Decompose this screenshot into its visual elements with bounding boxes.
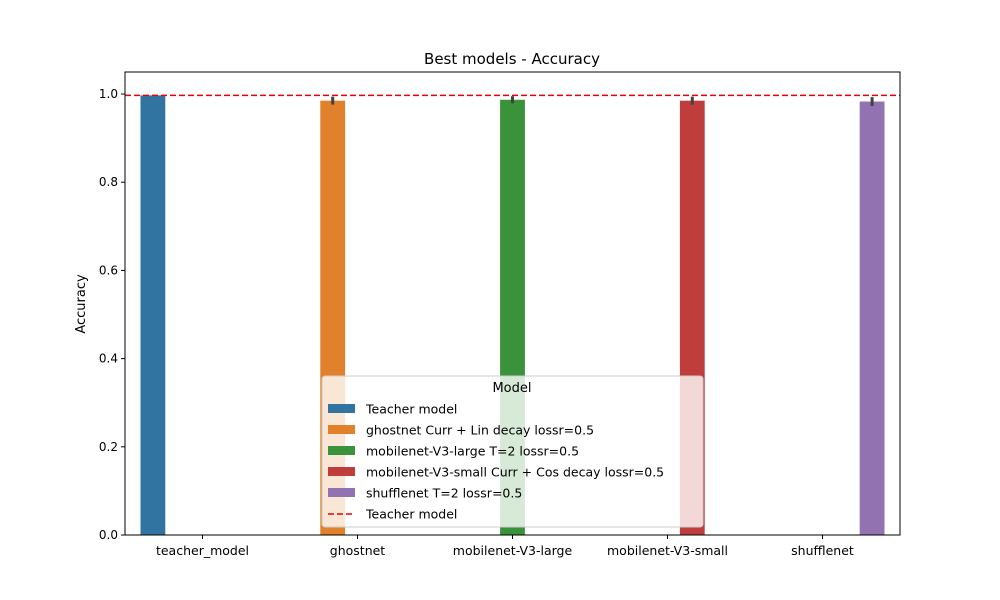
y-tick-label: 0.8: [99, 175, 118, 189]
y-tick-label: 0.2: [99, 440, 118, 454]
bar: [859, 101, 885, 535]
legend-swatch: [328, 446, 355, 455]
legend-swatch: [328, 488, 355, 497]
y-tick-label: 0.4: [99, 352, 118, 366]
x-tick-label: ghostnet: [330, 543, 386, 558]
x-axis: teacher_model ghostnet mobilenet-V3-large m…: [156, 535, 854, 558]
legend-label: shufflenet T=2 lossr=0.5: [366, 486, 522, 501]
legend-label: mobilenet-V3-small Curr + Cos decay loss…: [366, 465, 664, 480]
legend-label: Teacher model: [365, 507, 457, 522]
x-tick-label: shufflenet: [791, 543, 854, 558]
legend-title: Model: [492, 381, 531, 396]
error-bars-layer: [331, 96, 874, 106]
legend-label: Teacher model: [365, 402, 457, 417]
legend-items: Teacher model ghostnet Curr + Lin decay l…: [328, 402, 664, 522]
legend-swatch: [328, 467, 355, 476]
legend-swatch: [328, 404, 355, 413]
y-tick-label: 0.0: [99, 528, 118, 542]
y-tick-label: 1.0: [99, 87, 118, 101]
legend: Model Teacher model ghostnet Curr + Lin d…: [321, 375, 704, 528]
legend-frame: [321, 375, 704, 528]
bars-layer: [140, 95, 885, 536]
x-tick-label: mobilenet-V3-large: [453, 543, 573, 558]
y-axis-label: Accuracy: [74, 274, 89, 334]
chart-title: Best models - Accuracy: [424, 50, 600, 68]
y-axis: 0.0 0.2 0.4 0.6 0.8 1.0: [99, 87, 125, 542]
bar: [140, 95, 166, 535]
legend-swatch: [328, 425, 355, 434]
legend-label: mobilenet-V3-large T=2 lossr=0.5: [366, 444, 579, 459]
x-tick-label: mobilenet-V3-small: [607, 543, 728, 558]
y-tick-label: 0.6: [99, 263, 118, 277]
legend-label: ghostnet Curr + Lin decay lossr=0.5: [366, 423, 594, 438]
x-tick-label: teacher_model: [156, 543, 249, 558]
